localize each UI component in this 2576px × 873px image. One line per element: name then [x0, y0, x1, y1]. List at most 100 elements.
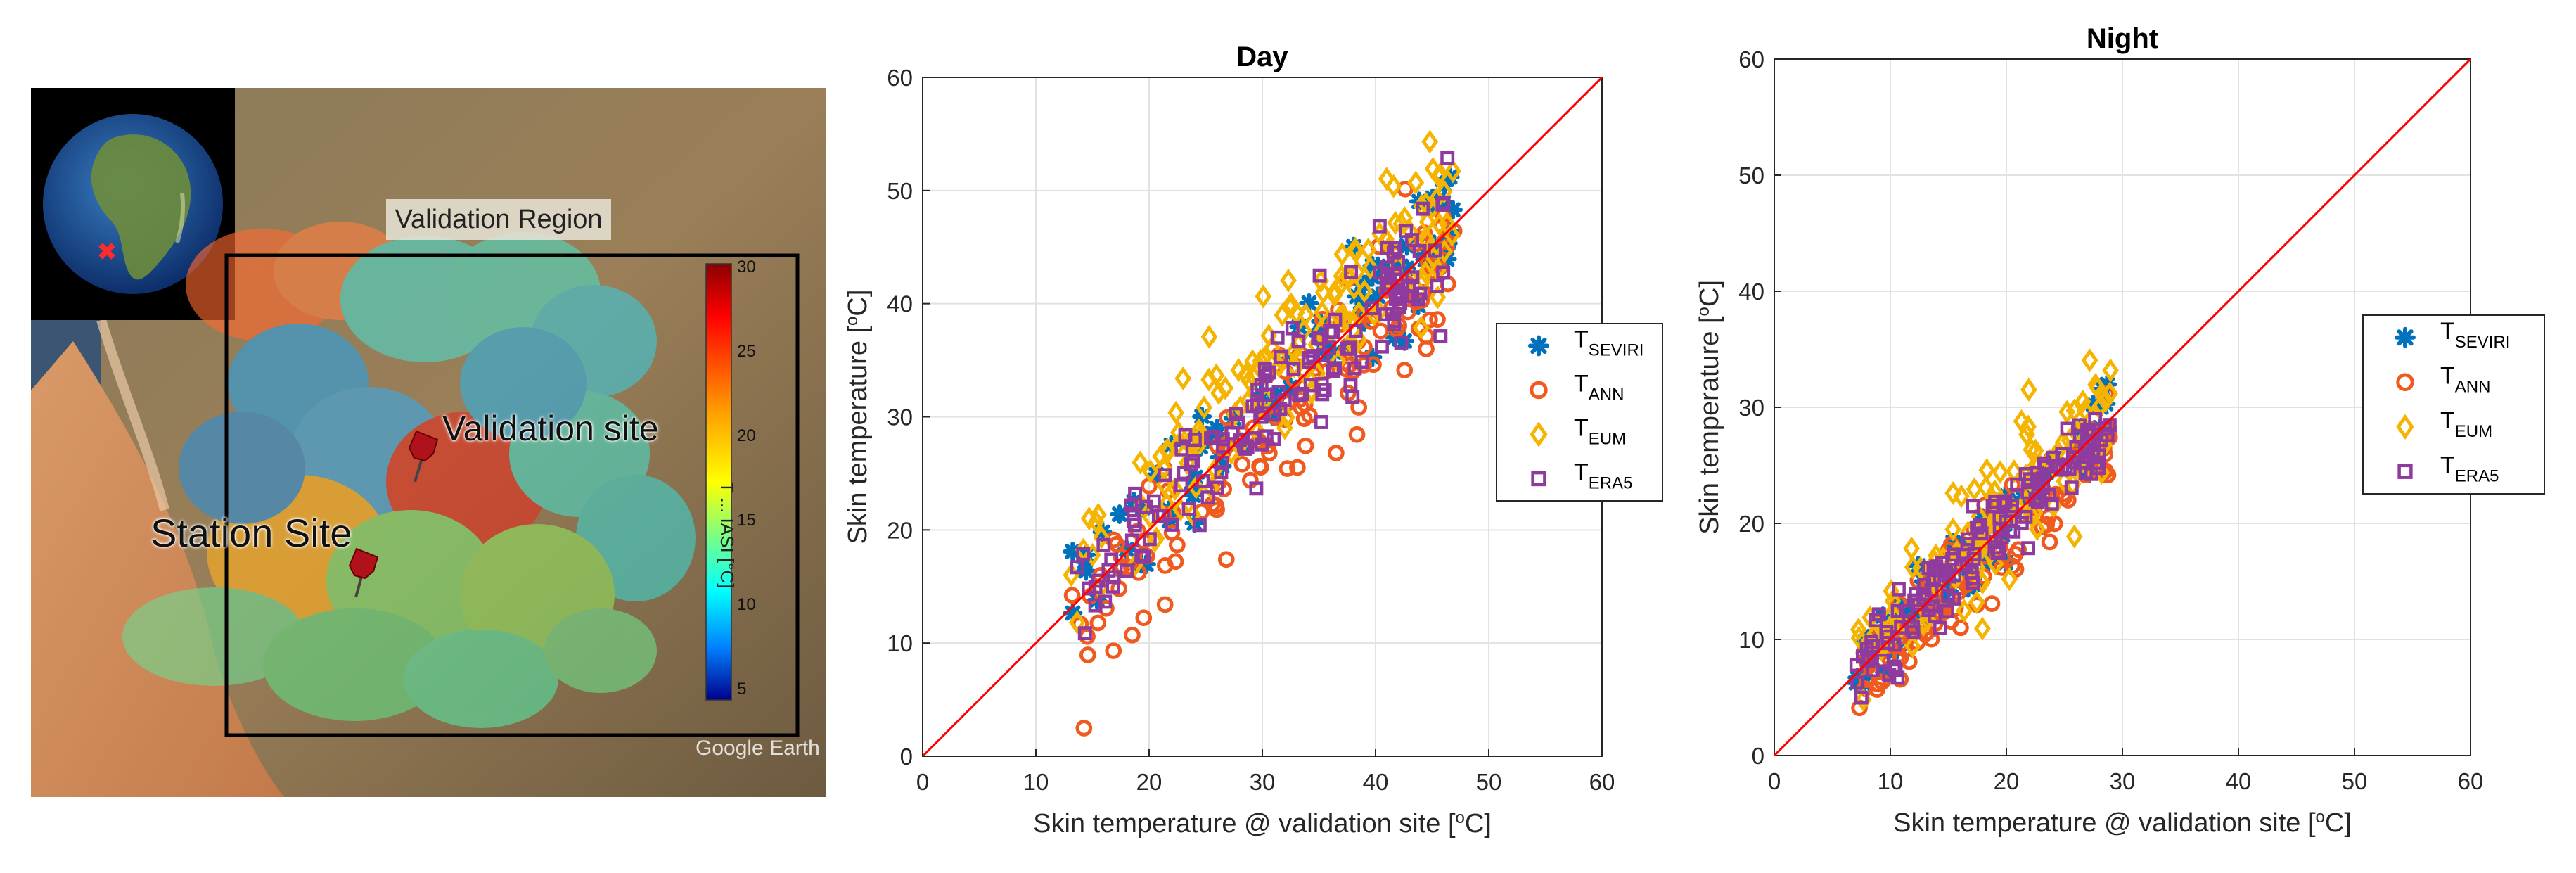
data-point	[1433, 329, 1448, 343]
y-tick-label: 20	[1738, 511, 1764, 537]
x-tick-label: 20	[1136, 769, 1162, 795]
data-point	[1206, 429, 1221, 444]
data-point	[1267, 407, 1281, 421]
data-point	[1216, 439, 1231, 454]
data-point	[1364, 301, 1379, 315]
data-point	[1987, 540, 2002, 555]
data-point	[1231, 415, 1245, 430]
x-axis-label: Skin temperature @ validation site [oC]	[1893, 808, 2352, 839]
data-point	[2029, 516, 2046, 541]
data-point	[1387, 210, 1404, 235]
satellite-map: 30 25 20 15 10 5	[31, 88, 826, 797]
data-point	[2058, 400, 2075, 424]
data-point	[1124, 626, 1141, 644]
identity-line	[923, 77, 1602, 756]
data-point	[1347, 240, 1364, 265]
data-point	[1257, 362, 1272, 376]
data-point	[1089, 502, 1107, 527]
data-point	[1373, 265, 1388, 280]
data-point	[1945, 552, 1960, 566]
x-tick-label: 30	[2110, 768, 2136, 794]
data-point	[2030, 495, 2045, 509]
data-point	[2021, 541, 2035, 556]
data-point	[2089, 376, 2106, 400]
data-point	[1289, 459, 1306, 476]
data-point	[1890, 594, 1907, 612]
data-point	[1280, 268, 1297, 293]
chart-title: Day	[1236, 42, 1288, 72]
legend: TSEVIRI TANN TEUM TERA5	[1496, 323, 1663, 502]
data-point	[1974, 526, 1989, 541]
data-point	[1412, 315, 1430, 340]
colorbar-tick: 20	[737, 426, 756, 445]
legend-label: TEUM	[2440, 407, 2492, 441]
data-point	[1361, 255, 1379, 280]
x-tick-label: 50	[1476, 769, 1502, 795]
legend-marker	[1530, 421, 1548, 447]
data-point	[1933, 620, 1948, 635]
x-tick-label: 0	[1768, 768, 1781, 794]
data-point	[1077, 626, 1092, 641]
data-point	[1992, 460, 2008, 485]
data-point	[1233, 455, 1251, 473]
data-point	[1076, 547, 1091, 561]
x-tick-label: 50	[2342, 768, 2368, 794]
data-point	[1418, 340, 1435, 357]
legend-label: TSEVIRI	[1574, 326, 1643, 360]
legend-label: TERA5	[2440, 452, 2499, 485]
data-point	[1328, 312, 1343, 327]
colorbar-tick: 15	[737, 511, 756, 530]
data-point	[1267, 385, 1287, 405]
data-point	[1992, 523, 2007, 537]
x-tick-label: 30	[1250, 769, 1276, 795]
data-point	[1080, 506, 1098, 531]
data-point	[1142, 459, 1159, 484]
data-point	[1944, 517, 1961, 542]
data-point	[2010, 477, 2025, 492]
data-point	[1890, 604, 1905, 618]
data-point	[1214, 465, 1229, 480]
data-point	[1974, 616, 1991, 641]
legend-label: TANN	[2440, 362, 2490, 396]
data-point	[1348, 324, 1363, 338]
data-point	[1892, 582, 1906, 597]
data-point	[1921, 561, 1936, 575]
data-point	[1904, 634, 1921, 658]
data-point	[1421, 129, 1439, 154]
colorbar-tick: 5	[737, 680, 746, 699]
colorbar-tick: 25	[737, 342, 756, 361]
data-point	[1395, 331, 1415, 351]
data-point	[1866, 639, 1880, 654]
legend-label: TEUM	[1574, 415, 1626, 449]
data-point	[1274, 350, 1288, 364]
data-point	[1184, 457, 1198, 472]
data-point	[2036, 471, 2050, 486]
data-point	[1405, 233, 1419, 248]
data-point	[2041, 533, 2058, 551]
data-point	[1286, 362, 1301, 376]
data-point	[1314, 415, 1328, 429]
data-point	[1297, 437, 1314, 454]
colorbar	[705, 263, 732, 701]
data-point	[1987, 552, 2004, 576]
data-point	[1344, 265, 1359, 279]
data-point	[2034, 518, 2051, 536]
data-point	[1089, 614, 1107, 632]
data-point	[1392, 286, 1406, 300]
data-point	[1124, 492, 1144, 512]
data-point	[1328, 361, 1343, 376]
data-point	[1311, 331, 1326, 345]
data-point	[1429, 285, 1447, 310]
data-point	[1302, 351, 1316, 365]
x-tick-label: 40	[1363, 769, 1389, 795]
data-point	[1183, 485, 1203, 506]
y-tick-label: 60	[1738, 46, 1764, 72]
colorbar-tick: 30	[737, 257, 756, 276]
y-tick-label: 60	[887, 65, 913, 91]
data-point	[1978, 476, 1994, 500]
legend-marker	[1531, 471, 1546, 487]
data-point	[2018, 509, 2033, 524]
data-point	[1314, 300, 1331, 324]
data-point	[2102, 358, 2119, 383]
data-point	[1388, 241, 1403, 255]
